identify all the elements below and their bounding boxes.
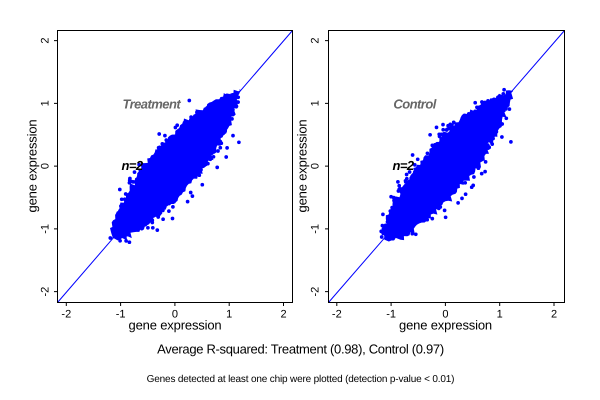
svg-text:gene expression: gene expression [129,318,222,333]
svg-text:2: 2 [40,38,52,44]
svg-text:gene expression: gene expression [295,120,310,213]
svg-text:-1: -1 [310,224,322,234]
svg-text:2: 2 [280,309,286,321]
svg-text:-1: -1 [116,309,126,321]
svg-text:-2: -2 [61,309,71,321]
svg-text:-2: -2 [310,287,322,297]
svg-text:gene expression: gene expression [25,120,40,213]
svg-text:Treatment: Treatment [122,96,181,111]
svg-text:1: 1 [226,309,232,321]
svg-text:1: 1 [310,100,322,106]
svg-text:0: 0 [40,163,52,169]
svg-text:0: 0 [310,163,322,169]
svg-text:n=2: n=2 [392,158,414,173]
svg-text:1: 1 [497,309,503,321]
svg-text:2: 2 [551,309,557,321]
svg-text:0: 0 [172,309,178,321]
svg-text:0: 0 [442,309,448,321]
svg-text:-1: -1 [40,224,52,234]
svg-text:Control: Control [393,96,436,111]
svg-text:1: 1 [40,100,52,106]
svg-text:Average R-squared: Treatment (: Average R-squared: Treatment (0.98), Con… [157,341,444,356]
svg-text:Genes detected at least one ch: Genes detected at least one chip were pl… [147,374,455,385]
svg-text:2: 2 [310,38,322,44]
svg-text:-2: -2 [40,287,52,297]
svg-text:-1: -1 [386,309,396,321]
svg-text:-2: -2 [332,309,342,321]
svg-text:gene expression: gene expression [399,318,492,333]
svg-text:n=2: n=2 [121,158,143,173]
